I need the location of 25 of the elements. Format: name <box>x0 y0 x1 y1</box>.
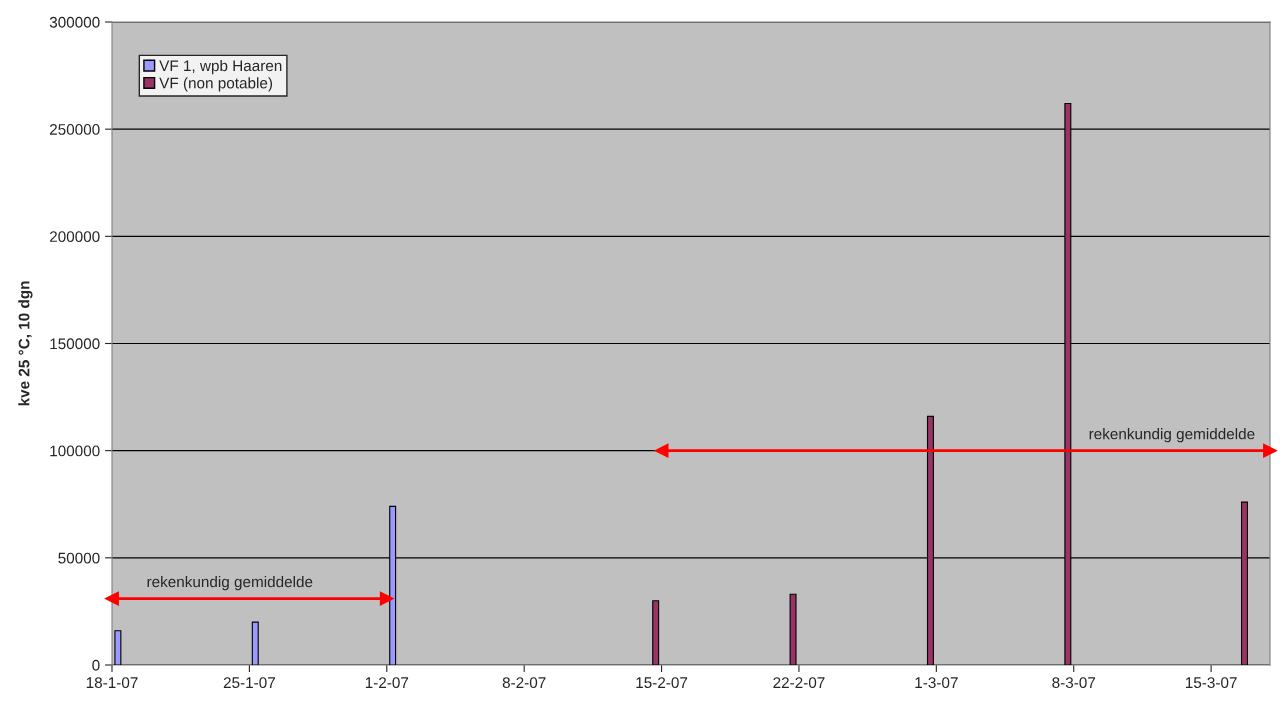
bar <box>789 593 797 665</box>
y-axis-title: kve 25 °C, 10 dgn <box>18 281 33 406</box>
x-tick-label: 1-2-07 <box>365 677 409 689</box>
x-tick-label: 1-3-07 <box>915 677 958 689</box>
bar <box>114 630 122 665</box>
y-tick-label: 150000 <box>50 338 100 350</box>
x-tick-label: 25-1-07 <box>223 677 275 689</box>
legend-label: VF 1, wpb Haaren <box>159 59 282 75</box>
x-tick-label: 22-2-07 <box>773 677 825 689</box>
x-tick-label: 15-3-07 <box>1185 677 1237 689</box>
bar <box>652 600 660 665</box>
bar <box>251 621 259 665</box>
annotation: rekenkundig gemiddelde <box>1089 428 1255 443</box>
x-tick-label: 8-2-07 <box>502 677 546 689</box>
annotation: rekenkundig gemiddelde <box>147 575 313 591</box>
y-tick-label: 300000 <box>49 16 100 28</box>
x-tick-label: 15-2-07 <box>636 677 688 689</box>
legend-label: VF (non potable) <box>159 77 273 92</box>
x-tick-label: 8-3-07 <box>1052 677 1096 689</box>
y-tick-label: 0 <box>92 659 100 671</box>
y-tick-label: 100000 <box>50 445 100 457</box>
y-tick-label: 250000 <box>49 124 100 135</box>
y-tick-label: 50000 <box>58 552 100 564</box>
y-tick-label: 200000 <box>49 231 100 243</box>
x-tick-label: 18-1-07 <box>86 677 138 689</box>
